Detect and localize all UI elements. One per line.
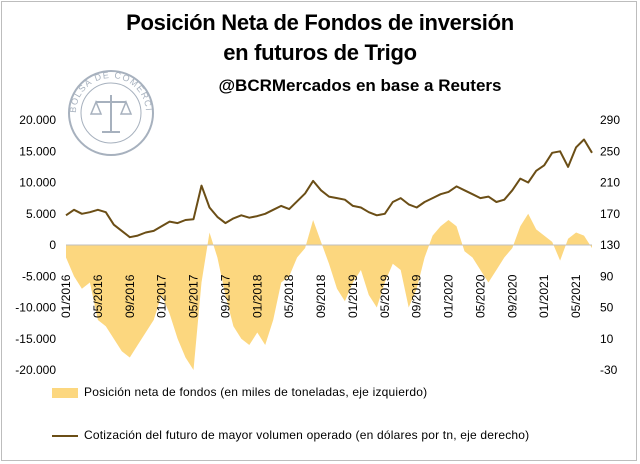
legend-item-price: Cotización del futuro de mayor volumen o… bbox=[52, 428, 529, 442]
x-axis-tick: 05/2020 bbox=[473, 274, 487, 318]
x-axis-tick: 05/2021 bbox=[569, 274, 583, 318]
legend-label-position: Posición neta de fondos (en miles de ton… bbox=[84, 385, 428, 399]
bcr-logo: BOLSA DE COMERCIO DE ROSARIO bbox=[0, 0, 154, 156]
x-axis-tick: 09/2020 bbox=[505, 274, 519, 318]
x-axis-tick: 05/2017 bbox=[187, 274, 201, 318]
left-axis-tick: 10.000 bbox=[19, 176, 56, 190]
right-axis-tick: 210 bbox=[600, 176, 620, 190]
chart-title-line1: Posición Neta de Fondos de inversión bbox=[126, 10, 514, 35]
x-axis-tick: 05/2018 bbox=[282, 274, 296, 318]
x-axis-tick: 09/2019 bbox=[410, 274, 424, 318]
right-axis-tick: 170 bbox=[600, 207, 620, 221]
right-axis-tick: 290 bbox=[600, 113, 620, 127]
left-axis-tick: 0 bbox=[49, 238, 56, 252]
x-axis-tick: 01/2019 bbox=[346, 274, 360, 318]
legend-swatch-line bbox=[52, 434, 78, 437]
series-area-position bbox=[66, 213, 592, 370]
x-axis-tick: 05/2016 bbox=[91, 274, 105, 318]
x-axis-tick: 05/2019 bbox=[378, 274, 392, 318]
right-axis-tick: 130 bbox=[600, 238, 620, 252]
x-axis-tick: 01/2020 bbox=[442, 274, 456, 318]
x-axis-tick: 09/2018 bbox=[314, 274, 328, 318]
left-axis-tick: 20.000 bbox=[19, 113, 56, 127]
legend-swatch-area bbox=[52, 387, 78, 398]
x-axis-tick: 09/2017 bbox=[218, 274, 232, 318]
left-axis-tick: 5.000 bbox=[26, 207, 56, 221]
right-axis-tick: 50 bbox=[600, 301, 614, 315]
left-axis-tick: 15.000 bbox=[19, 144, 56, 158]
x-axis-tick: 01/2021 bbox=[537, 274, 551, 318]
left-axis-tick: -5.000 bbox=[22, 269, 56, 283]
legend-item-position: Posición neta de fondos (en miles de ton… bbox=[52, 385, 427, 399]
x-axis-tick: 01/2017 bbox=[155, 274, 169, 318]
left-axis-tick: -10.000 bbox=[15, 301, 56, 315]
logo-text: BOLSA DE COMERCIO DE ROSARIO bbox=[0, 0, 154, 113]
right-axis-tick: 90 bbox=[600, 269, 614, 283]
legend-label-price: Cotización del futuro de mayor volumen o… bbox=[84, 428, 530, 442]
series-line-price bbox=[65, 138, 593, 239]
right-axis-tick: 250 bbox=[600, 144, 620, 158]
left-axis-tick: -15.000 bbox=[15, 332, 56, 346]
right-axis-tick: 10 bbox=[600, 332, 614, 346]
x-axis-tick: 01/2018 bbox=[250, 274, 264, 318]
x-axis-tick: 01/2016 bbox=[59, 274, 73, 318]
left-axis-tick: -20.000 bbox=[15, 363, 56, 377]
chart-source: @BCRMercados en base a Reuters bbox=[218, 76, 502, 95]
x-axis-tick: 09/2016 bbox=[123, 274, 137, 318]
right-axis-tick: -30 bbox=[600, 363, 618, 377]
chart-title-line2: en futuros de Trigo bbox=[223, 40, 417, 65]
